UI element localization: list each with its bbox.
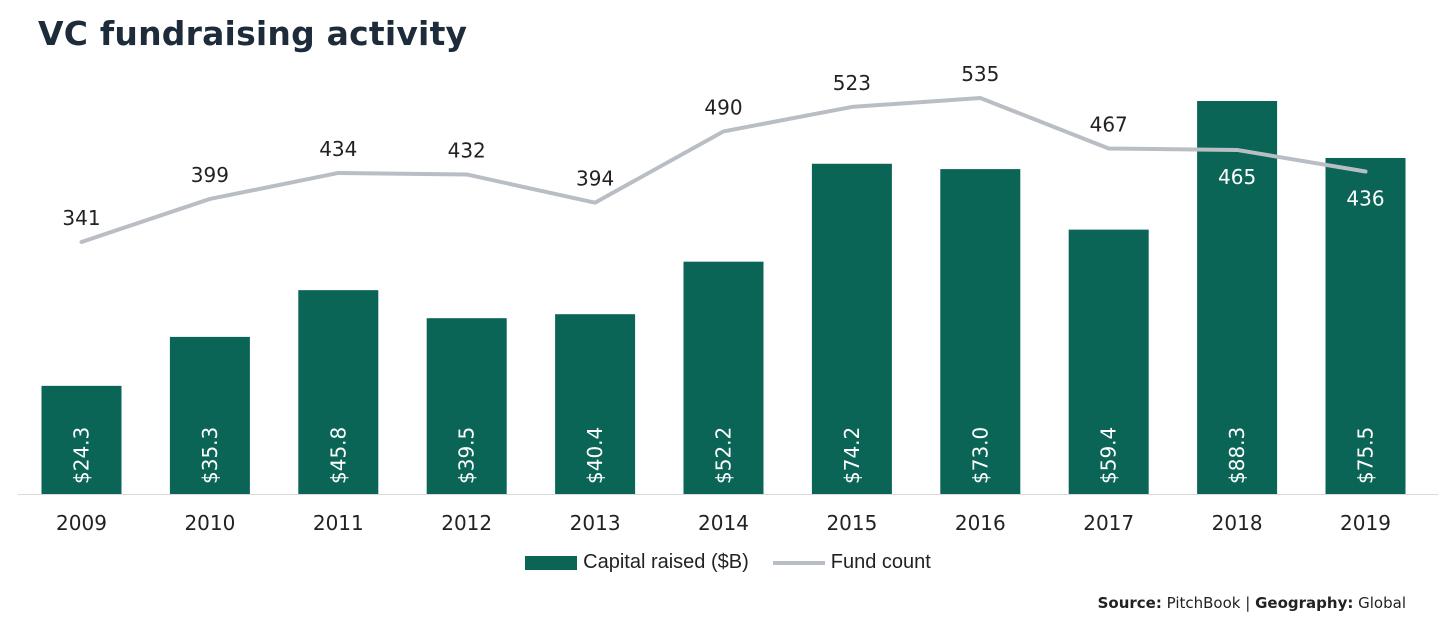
- source-value: PitchBook: [1166, 594, 1241, 612]
- bar: [1197, 101, 1278, 494]
- x-tick-label: 2014: [698, 511, 749, 535]
- bar-value-label: $73.0: [968, 427, 992, 484]
- x-tick-label: 2012: [441, 511, 492, 535]
- bar: [169, 336, 250, 494]
- bar: [298, 290, 379, 494]
- x-tick-label: 2016: [955, 511, 1006, 535]
- legend-line-swatch: [772, 560, 825, 565]
- line-value-label: 436: [1346, 186, 1384, 210]
- bar-value-label: $88.3: [1225, 427, 1249, 484]
- chart-canvas: $24.3 2009 $35.3 2010 $45.8 2011 $39.5 2012 $40.…: [18, 62, 1438, 535]
- bar: [1325, 157, 1406, 494]
- legend-item-capital: Capital raised ($B): [525, 551, 749, 574]
- legend-bar-swatch: [525, 555, 578, 570]
- bar: [41, 385, 122, 494]
- x-tick-label: 2018: [1212, 511, 1263, 535]
- bar-value-label: $40.4: [583, 427, 607, 484]
- bar-value-label: $59.4: [1097, 427, 1121, 484]
- bar-value-label: $52.2: [712, 427, 736, 484]
- x-tick-label: 2017: [1083, 511, 1134, 535]
- bar-value-label: $35.3: [198, 427, 222, 484]
- line-value-label: 465: [1218, 165, 1256, 189]
- line-value-label: 467: [1090, 112, 1128, 136]
- bar: [940, 169, 1021, 495]
- geography-value: Global: [1358, 594, 1406, 612]
- bar: [811, 163, 892, 495]
- bar: [683, 261, 764, 494]
- line-value-label: 394: [576, 167, 614, 191]
- line-value-label: 434: [319, 137, 357, 161]
- bar-value-label: $45.8: [326, 427, 350, 484]
- source-label: Source:: [1097, 594, 1162, 612]
- legend-line-label: Fund count: [830, 551, 931, 573]
- x-tick-label: 2015: [826, 511, 877, 535]
- source-separator: |: [1245, 594, 1251, 612]
- line-value-label: 535: [961, 62, 999, 86]
- bar-value-label: $39.5: [455, 427, 479, 484]
- x-tick-label: 2019: [1340, 511, 1391, 535]
- x-tick-label: 2009: [56, 511, 107, 535]
- x-tick-label: 2013: [570, 511, 621, 535]
- line-value-label: 341: [62, 206, 100, 230]
- x-tick-label: 2010: [184, 511, 235, 535]
- x-tick-label: 2011: [313, 511, 364, 535]
- fund-count-line: [79, 96, 1368, 244]
- geography-label: Geography:: [1255, 594, 1354, 612]
- line-value-label: 399: [191, 163, 229, 187]
- line-value-label: 490: [704, 95, 742, 119]
- chart-legend: Capital raised ($B) Fund count: [0, 551, 1456, 574]
- source-note: Source: PitchBook | Geography: Global: [1098, 594, 1406, 612]
- chart-title: VC fundraising activity: [38, 14, 468, 53]
- bar-value-label: $74.2: [840, 427, 864, 484]
- bar-value-label: $75.5: [1354, 427, 1378, 484]
- bar: [426, 318, 507, 494]
- bar-value-label: $24.3: [70, 427, 94, 484]
- line-value-label: 432: [448, 138, 486, 162]
- bar: [1068, 229, 1149, 494]
- line-value-label: 523: [833, 71, 871, 95]
- bar: [555, 314, 636, 494]
- legend-bar-label: Capital raised ($B): [583, 551, 749, 573]
- legend-item-fund-count: Fund count: [772, 551, 931, 574]
